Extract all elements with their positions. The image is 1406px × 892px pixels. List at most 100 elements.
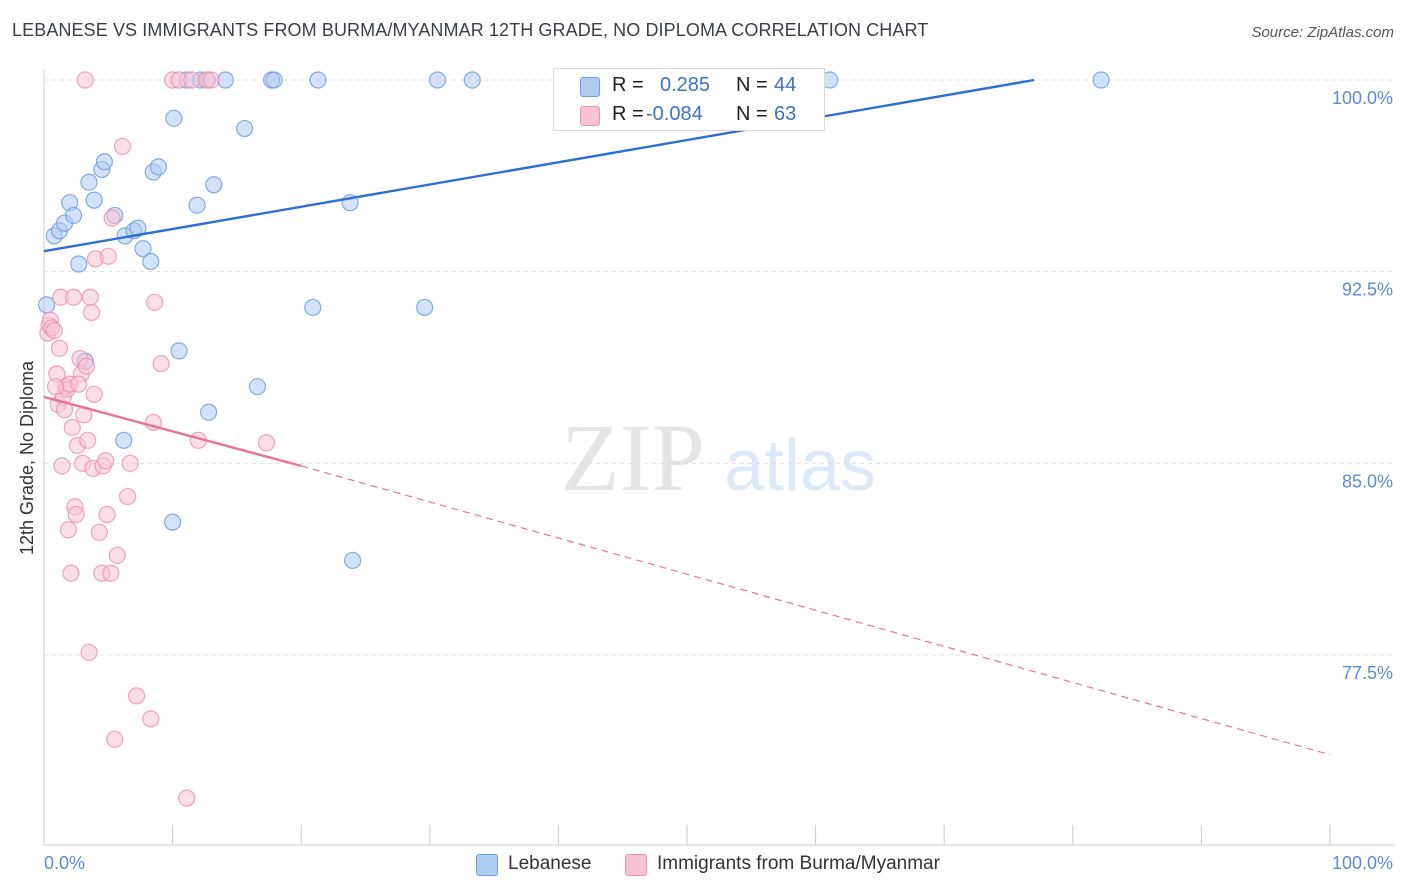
trend-lines: [43, 78, 1331, 756]
burma-point: [62, 564, 80, 582]
lebanese-point: [164, 513, 182, 531]
legend-n-value: 63: [774, 103, 797, 125]
stats-legend: R = 0.285 N = 44 R = -0.084 N = 63: [553, 68, 825, 131]
burma-point: [90, 523, 108, 541]
lebanese-point: [37, 296, 56, 314]
burma-point: [152, 355, 170, 373]
lebanese-point: [304, 298, 322, 317]
burma-point: [145, 293, 164, 311]
burma-point: [97, 452, 115, 470]
burma-point: [76, 71, 94, 89]
burma-point: [77, 357, 96, 375]
burma-point: [85, 385, 103, 403]
legend-swatch-lebanese: [476, 854, 498, 876]
lebanese-point: [416, 298, 434, 317]
watermark-zip: ZIP: [561, 404, 705, 511]
legend-r-label: R =: [612, 74, 644, 96]
y-tick-label: 92.5%: [1342, 280, 1393, 300]
x-tick-label: 100.0%: [1332, 853, 1393, 873]
y-tick-label: 77.5%: [1342, 663, 1393, 683]
lebanese-point: [70, 255, 88, 273]
burma-point: [59, 521, 78, 539]
legend-row-lebanese: R = 0.285 N = 44: [554, 71, 824, 99]
burma-point: [106, 730, 124, 748]
legend-label-burma: Immigrants from Burma/Myanmar: [657, 853, 940, 874]
burma-point: [102, 564, 120, 582]
burma-trend-line: [43, 395, 302, 468]
burma-point: [178, 789, 196, 807]
grid-lines: [44, 79, 1395, 656]
burma-point: [103, 209, 121, 227]
lebanese-point: [309, 71, 327, 89]
y-tick-label: 85.0%: [1342, 471, 1393, 491]
watermark-atlas: atlas: [724, 426, 876, 506]
burma-point: [70, 375, 88, 393]
lebanese-point: [248, 378, 267, 396]
burma-point: [82, 303, 101, 322]
burma-point: [45, 321, 63, 340]
burma-point: [81, 288, 99, 306]
lebanese-point: [115, 431, 133, 449]
burma-point: [113, 137, 132, 156]
lebanese-point: [129, 219, 147, 237]
lebanese-point: [149, 158, 168, 176]
lebanese-point: [428, 71, 447, 89]
lebanese-point: [1092, 71, 1110, 89]
burma-point: [257, 434, 276, 452]
legend-row-burma: R = -0.084 N = 63: [554, 100, 824, 128]
burma-point: [64, 288, 83, 306]
lebanese-trend-line: [43, 78, 1035, 253]
burma-point: [99, 247, 117, 265]
burma-trend-line: [301, 465, 1331, 756]
burma-point: [142, 710, 160, 728]
legend-r-label: R =: [612, 103, 644, 125]
lebanese-point: [142, 252, 160, 271]
burma-point: [80, 643, 98, 662]
burma-point: [202, 71, 220, 89]
lebanese-point: [64, 206, 83, 225]
source-label: Source: ZipAtlas.com: [1251, 24, 1394, 41]
legend-swatch-lebanese: [580, 77, 600, 97]
burma-point: [127, 687, 146, 705]
legend-label-lebanese: Lebanese: [508, 853, 592, 874]
x-tick-label: 0.0%: [44, 853, 85, 873]
lebanese-point: [170, 342, 188, 360]
lebanese-point: [80, 173, 98, 191]
legend-r-value: -0.084: [646, 103, 703, 125]
lebanese-point: [205, 176, 223, 194]
lebanese-point: [85, 191, 103, 209]
lebanese-point: [134, 240, 152, 258]
burma-point: [53, 457, 71, 475]
lebanese-point: [95, 153, 114, 171]
lebanese-point: [344, 551, 362, 570]
burma-point: [67, 505, 85, 524]
burma-point: [118, 487, 137, 506]
burma-point: [46, 378, 65, 396]
legend-n-value: 44: [774, 74, 797, 96]
lebanese-point: [165, 109, 183, 127]
legend-r-value: 0.285: [660, 74, 711, 96]
burma-point: [98, 505, 116, 524]
burma-point: [79, 431, 97, 449]
data-points: [37, 71, 1110, 807]
legend-swatch-burma: [625, 854, 647, 876]
lebanese-point: [236, 119, 254, 138]
lebanese-point: [200, 403, 218, 421]
legend-swatch-burma: [580, 106, 600, 126]
lebanese-point: [265, 71, 283, 89]
tick-labels: 100.0% 92.5% 85.0% 77.5% 0.0% 100.0%: [44, 88, 1393, 873]
lebanese-point: [463, 71, 481, 89]
burma-point: [121, 454, 139, 472]
burma-point: [108, 546, 126, 564]
y-tick-label: 100.0%: [1332, 88, 1393, 108]
bottom-legend: Lebanese Immigrants from Burma/Myanmar: [0, 852, 1406, 876]
legend-n-label: N =: [736, 103, 768, 125]
y-axis-label: 12th Grade, No Diploma: [17, 360, 37, 555]
axes: [43, 70, 1395, 846]
burma-point: [63, 418, 81, 437]
lebanese-point: [188, 196, 206, 214]
legend-n-label: N =: [736, 74, 768, 96]
burma-point: [50, 339, 69, 357]
chart-title: LEBANESE VS IMMIGRANTS FROM BURMA/MYANMA…: [12, 20, 929, 40]
